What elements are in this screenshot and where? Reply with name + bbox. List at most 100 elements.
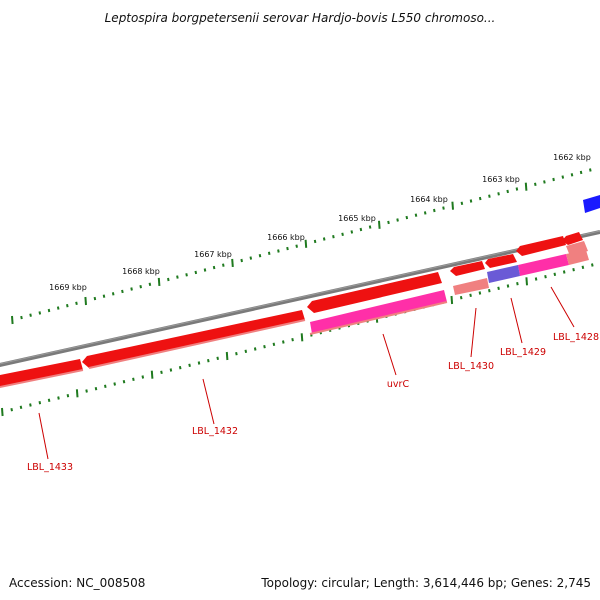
inner-tick <box>516 282 519 286</box>
scale-label-1666: 1666 kbp <box>267 233 305 242</box>
inner-tick <box>459 296 463 300</box>
outer-tick <box>359 227 363 232</box>
inner-tick <box>160 370 163 374</box>
outer-tick <box>515 187 519 191</box>
outer-tick <box>433 208 436 213</box>
outer-tick <box>442 206 445 210</box>
scale-label-1667: 1667 kbp <box>194 250 232 259</box>
gene-label-lbl-1433: LBL_1433 <box>27 462 73 473</box>
outer-tick <box>157 277 161 286</box>
scale-label-1663: 1663 kbp <box>482 175 520 184</box>
outer-tick <box>267 251 271 255</box>
outer-tick <box>506 189 509 194</box>
inner-tick <box>282 340 285 344</box>
inner-tick <box>150 370 154 379</box>
outer-tick <box>194 270 198 275</box>
gene-label-lbl-1429: LBL_1429 <box>500 347 546 358</box>
outer-tick <box>350 230 354 234</box>
outer-tick <box>93 296 97 301</box>
outer-tick <box>167 277 170 282</box>
outer-tick <box>552 177 555 182</box>
gene-lbl-1433-upper[interactable] <box>0 359 83 388</box>
outer-tick <box>29 313 32 317</box>
inner-tick <box>216 356 219 360</box>
inner-tick <box>553 272 557 276</box>
outer-tick <box>20 315 23 320</box>
inner-tick <box>197 361 201 365</box>
outer-tick <box>130 287 133 291</box>
outer-tick <box>313 239 317 244</box>
map-title: Leptospira borgpetersenii serovar Hardjo… <box>105 11 496 25</box>
outer-tick <box>488 194 491 198</box>
outer-tick <box>286 246 289 251</box>
outer-tick <box>414 213 418 217</box>
scale-label-1664: 1664 kbp <box>410 195 448 204</box>
lbl-1433-shadow <box>0 369 84 388</box>
inner-tick <box>94 387 98 391</box>
scale-label-1668: 1668 kbp <box>122 267 160 276</box>
inner-tick <box>291 338 294 342</box>
inner-tick <box>263 345 266 349</box>
gene-uvrC-lower[interactable] <box>310 290 447 334</box>
outer-tick <box>111 292 115 296</box>
outer-tick <box>38 311 42 315</box>
outer-tick <box>561 175 565 179</box>
outer-tick <box>212 265 216 270</box>
outer-tick <box>121 289 124 294</box>
inner-tick <box>478 291 482 295</box>
inner-tick <box>225 351 229 361</box>
inner-tick <box>75 389 79 398</box>
inner-tick <box>525 277 528 286</box>
inner-tick <box>506 284 510 288</box>
gene-label-uvrC: uvrC <box>387 379 410 390</box>
gene-lbl-1432-upper[interactable] <box>82 310 305 368</box>
outer-tick <box>203 268 207 272</box>
outer-tick <box>579 170 583 175</box>
gene-label-lbl-1428: LBL_1428 <box>553 332 599 343</box>
chromosome-backbone <box>0 230 600 367</box>
outer-tick <box>176 275 179 279</box>
scale-label-1665: 1665 kbp <box>338 214 376 223</box>
gene-lbl-1429-lower[interactable] <box>487 265 520 283</box>
outer-tick <box>497 192 500 196</box>
outer-tick <box>249 256 253 260</box>
gene-forward-blue[interactable] <box>583 195 600 213</box>
inner-tick <box>47 398 51 402</box>
inner-tick <box>10 408 13 412</box>
chromosome-backbone-highlight <box>0 230 600 365</box>
gene-lbl-1429-upper[interactable] <box>485 254 517 268</box>
outer-tick <box>11 315 14 325</box>
inner-tick <box>591 263 594 267</box>
outer-tick <box>222 263 225 267</box>
inner-tick <box>450 295 454 305</box>
outer-tick <box>524 182 528 191</box>
inner-tick <box>19 405 23 409</box>
inner-tick <box>488 289 491 293</box>
inner-tick <box>300 333 304 342</box>
gene-lbl-1430-lower[interactable] <box>453 278 489 295</box>
outer-tick <box>185 273 188 277</box>
gene-lbl-1428-block[interactable] <box>516 236 566 256</box>
inner-tick <box>29 403 32 407</box>
gene-uvrC-upper[interactable] <box>307 272 442 313</box>
inner-tick <box>207 359 210 363</box>
gene-label-lbl-1430: LBL_1430 <box>448 361 494 372</box>
uvrC-shadow <box>309 301 448 335</box>
inner-tick <box>253 347 257 351</box>
outer-tick <box>56 306 60 310</box>
outer-tick <box>423 211 427 215</box>
inner-tick <box>57 396 60 400</box>
inner-tick <box>562 270 566 274</box>
outer-tick <box>534 182 537 186</box>
inner-tick <box>122 380 126 384</box>
outer-tick <box>258 254 262 258</box>
inner-tick <box>497 286 500 290</box>
gene-lbl-1430-upper[interactable] <box>450 261 485 276</box>
inner-tick <box>1 407 4 417</box>
inner-tick <box>581 265 585 269</box>
scale-label-1662: 1662 kbp <box>553 153 591 162</box>
outer-tick <box>84 296 87 306</box>
inner-tick <box>85 389 88 393</box>
gene-lbl-1428-lower[interactable] <box>518 250 589 276</box>
